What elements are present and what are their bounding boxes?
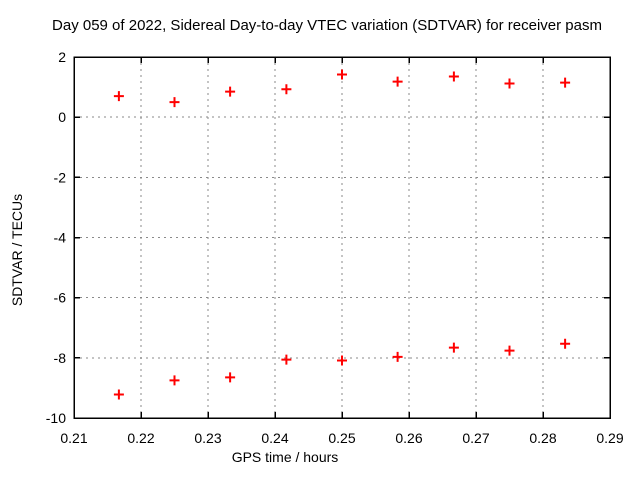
data-point-marker	[504, 78, 515, 89]
x-tick-label: 0.27	[462, 430, 489, 446]
x-tick-label: 0.29	[596, 430, 623, 446]
data-point-marker	[392, 76, 403, 87]
data-point-marker	[448, 342, 459, 353]
data-point-marker	[448, 71, 459, 82]
y-tick-label: 2	[58, 49, 66, 65]
chart-title: Day 059 of 2022, Sidereal Day-to-day VTE…	[52, 17, 602, 34]
data-point-marker	[337, 355, 347, 366]
data-point-marker	[281, 354, 292, 365]
y-tick-label: -10	[46, 410, 66, 426]
x-tick-label: 0.26	[395, 430, 422, 446]
y-tick-label: -2	[54, 169, 67, 185]
data-point-marker	[169, 97, 180, 108]
data-point-marker	[560, 77, 571, 88]
data-point-marker	[281, 84, 292, 95]
y-tick-label: 0	[58, 109, 66, 125]
data-point-marker	[560, 338, 571, 349]
x-tick-label: 0.28	[529, 430, 556, 446]
data-point-marker	[504, 345, 515, 356]
data-point-marker	[169, 375, 180, 386]
data-point-marker	[113, 389, 124, 400]
y-tick-label: -4	[54, 230, 67, 246]
data-point-marker	[113, 91, 124, 102]
data-point-marker	[225, 86, 236, 97]
x-tick-label: 0.21	[60, 430, 87, 446]
x-tick-label: 0.25	[328, 430, 355, 446]
x-axis-label: GPS time / hours	[232, 449, 339, 465]
data-point-marker	[337, 69, 347, 80]
y-axis-label: SDTVAR / TECUs	[9, 194, 25, 306]
data-point-marker	[392, 351, 403, 362]
x-tick-label: 0.23	[194, 430, 221, 446]
plot-area: 0.21 0.22 0.23 0.24 0.25 0.26 0.27 0.28 0.29 2 0 -2…	[46, 49, 624, 446]
x-tick-label: 0.22	[127, 430, 154, 446]
x-tick-label: 0.24	[261, 430, 288, 446]
y-tick-label: -6	[54, 290, 67, 306]
data-point-marker	[225, 372, 236, 383]
y-tick-label: -8	[54, 350, 67, 366]
